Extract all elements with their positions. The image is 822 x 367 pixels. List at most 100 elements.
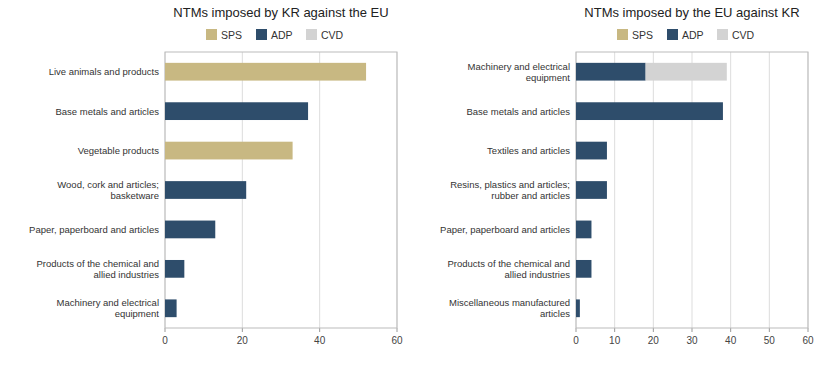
category-label: Products of the chemical andallied indus… bbox=[36, 258, 159, 280]
tick-mark bbox=[653, 328, 654, 332]
tick-label: 60 bbox=[802, 335, 814, 346]
tick-label: 40 bbox=[725, 335, 737, 346]
grid-line bbox=[653, 52, 654, 328]
category-label-line: Paper, paperboard and articles bbox=[440, 224, 570, 235]
bar-segment bbox=[576, 260, 591, 278]
bar-segment bbox=[646, 63, 727, 81]
tick-mark bbox=[397, 328, 398, 332]
category-label-line: basketware bbox=[110, 190, 159, 201]
bar-segment bbox=[576, 142, 607, 160]
grid-line bbox=[730, 52, 731, 328]
tick-mark bbox=[242, 328, 243, 332]
category-label: Wood, cork and articles;basketware bbox=[57, 179, 159, 201]
tick-label: 0 bbox=[162, 335, 168, 346]
legend-label: SPS bbox=[632, 29, 653, 41]
category-label: Paper, paperboard and articles bbox=[440, 224, 570, 235]
category-label-line: Machinery and electrical bbox=[57, 297, 159, 308]
category-label: Base metals and articles bbox=[467, 106, 571, 117]
category-label-line: allied industries bbox=[94, 269, 160, 280]
bar-segment bbox=[165, 63, 366, 81]
bar-segment bbox=[576, 63, 646, 81]
legend-label: ADP bbox=[682, 29, 704, 41]
category-label-line: rubber and articles bbox=[491, 190, 570, 201]
panel: NTMs imposed by KR against the EU 0 20 40 60… bbox=[29, 5, 403, 346]
tick-mark bbox=[730, 328, 731, 332]
legend-swatch bbox=[617, 29, 628, 40]
legend-swatch bbox=[717, 29, 728, 40]
category-label-line: Machinery and electrical bbox=[468, 61, 570, 72]
legend: SPS ADP CVD bbox=[617, 29, 755, 41]
tick-mark bbox=[576, 328, 577, 332]
category-label-line: Products of the chemical and bbox=[447, 258, 570, 269]
legend-swatch bbox=[206, 29, 217, 40]
category-label-line: Resins, plastics and articles; bbox=[450, 179, 570, 190]
bar-segment bbox=[576, 181, 607, 199]
tick-mark bbox=[614, 328, 615, 332]
grid-line bbox=[769, 52, 770, 328]
bar-segment bbox=[165, 260, 184, 278]
category-label-line: Vegetable products bbox=[78, 145, 160, 156]
tick-mark bbox=[769, 328, 770, 332]
tick-label: 30 bbox=[686, 335, 698, 346]
tick-label: 20 bbox=[237, 335, 249, 346]
tick-mark bbox=[692, 328, 693, 332]
category-label-line: Paper, paperboard and articles bbox=[29, 224, 159, 235]
category-label-line: articles bbox=[540, 308, 570, 319]
category-label-line: equipment bbox=[526, 72, 571, 83]
category-label: Machinery and electricalequipment bbox=[468, 61, 571, 83]
legend-label: CVD bbox=[321, 29, 344, 41]
bar-segment bbox=[576, 299, 580, 317]
legend-label: ADP bbox=[271, 29, 293, 41]
category-label-line: Miscellaneous manufactured bbox=[449, 297, 570, 308]
tick-label: 0 bbox=[573, 335, 579, 346]
bars bbox=[165, 63, 366, 317]
grid-line bbox=[319, 52, 320, 328]
bar-segment bbox=[165, 299, 177, 317]
bar-segment bbox=[165, 102, 308, 120]
category-label-line: allied industries bbox=[505, 269, 571, 280]
legend-label: CVD bbox=[732, 29, 755, 41]
legend-swatch bbox=[256, 29, 267, 40]
legend-swatch bbox=[306, 29, 317, 40]
category-label-line: Live animals and products bbox=[49, 66, 160, 77]
grid-line bbox=[614, 52, 615, 328]
bar-segment bbox=[576, 102, 723, 120]
category-label: Textiles and articles bbox=[487, 145, 570, 156]
category-label-line: Base metals and articles bbox=[56, 106, 160, 117]
tick-mark bbox=[319, 328, 320, 332]
title: NTMs imposed by KR against the EU bbox=[173, 5, 388, 20]
chart-container: NTMs imposed by KR against the EU 0 20 40 60… bbox=[0, 0, 822, 367]
legend-swatch bbox=[667, 29, 678, 40]
category-label: Base metals and articles bbox=[56, 106, 160, 117]
grid-line bbox=[692, 52, 693, 328]
category-label-line: Wood, cork and articles; bbox=[57, 179, 159, 190]
tick-label: 20 bbox=[648, 335, 660, 346]
tick-label: 40 bbox=[314, 335, 326, 346]
category-label-line: Products of the chemical and bbox=[36, 258, 159, 269]
category-label-line: Textiles and articles bbox=[487, 145, 570, 156]
category-label: Miscellaneous manufacturedarticles bbox=[449, 297, 570, 319]
category-label: Vegetable products bbox=[78, 145, 160, 156]
tick-label: 50 bbox=[764, 335, 776, 346]
legend: SPS ADP CVD bbox=[206, 29, 344, 41]
bar-segment bbox=[165, 221, 215, 239]
category-label: Live animals and products bbox=[49, 66, 160, 77]
category-label: Products of the chemical andallied indus… bbox=[447, 258, 570, 280]
tick-label: 10 bbox=[609, 335, 621, 346]
title: NTMs imposed by the EU against KR bbox=[584, 5, 799, 20]
category-label: Machinery and electricalequipment bbox=[57, 297, 160, 319]
chart-svg: NTMs imposed by KR against the EU 0 20 40 60… bbox=[0, 0, 822, 367]
legend-label: SPS bbox=[221, 29, 242, 41]
category-label: Resins, plastics and articles;rubber and… bbox=[450, 179, 570, 201]
plot-frame bbox=[165, 52, 397, 328]
bars bbox=[576, 63, 727, 317]
category-label: Paper, paperboard and articles bbox=[29, 224, 159, 235]
tick-mark bbox=[165, 328, 166, 332]
bar-segment bbox=[165, 142, 293, 160]
tick-mark bbox=[808, 328, 809, 332]
tick-label: 60 bbox=[391, 335, 403, 346]
bar-segment bbox=[576, 221, 591, 239]
plot-frame bbox=[576, 52, 808, 328]
category-label-line: Base metals and articles bbox=[467, 106, 571, 117]
bar-segment bbox=[165, 181, 246, 199]
